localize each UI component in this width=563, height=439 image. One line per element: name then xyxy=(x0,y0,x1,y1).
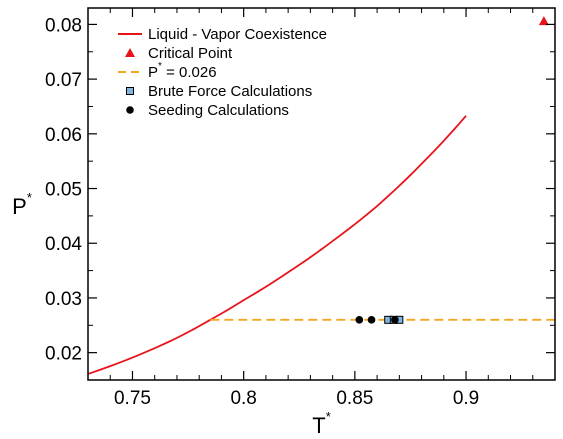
y-tick-label: 0.03 xyxy=(45,289,82,310)
coexistence-curve xyxy=(87,115,467,375)
x-tick-label: 0.9 xyxy=(453,388,479,409)
legend-label: Critical Point xyxy=(148,45,233,62)
seeding-point xyxy=(367,316,376,324)
legend-swatch-brute-force xyxy=(126,87,134,95)
x-axis-label-superscript: * xyxy=(326,409,331,424)
legend-label: P* = 0.026 xyxy=(148,61,217,81)
x-axis-label-text: T xyxy=(312,413,325,438)
legend: Liquid - Vapor Coexistence Critical Point… xyxy=(118,26,327,119)
legend-label-superscript: * xyxy=(158,61,162,72)
legend-label-rest: = 0.026 xyxy=(162,64,217,81)
seeding-point xyxy=(391,316,399,324)
legend-label: Liquid - Vapor Coexistence xyxy=(148,26,327,43)
legend-swatch-critical xyxy=(125,48,135,57)
y-axis-label-superscript: * xyxy=(27,190,32,205)
y-axis-label: P* xyxy=(12,190,32,219)
plot-layer xyxy=(87,16,555,375)
x-axis-label: T* xyxy=(312,409,331,438)
x-tick-label: 0.8 xyxy=(230,388,256,409)
legend-label: Seeding Calculations xyxy=(148,102,289,119)
x-tick-label: 0.75 xyxy=(114,388,151,409)
legend-swatch-seeding xyxy=(126,106,134,114)
y-axis-label-text: P xyxy=(12,194,27,219)
y-tick-label: 0.04 xyxy=(45,234,82,255)
ticks-layer: 0.75 0.8 0.85 0.9 0.02 0.03 0.04 0.05 0.06 0.07 0.… xyxy=(45,8,556,409)
legend-label-main: P xyxy=(148,64,158,81)
seeding-point xyxy=(355,316,364,324)
y-tick-label: 0.08 xyxy=(45,15,82,36)
y-tick-label: 0.06 xyxy=(45,125,82,146)
plot-frame xyxy=(87,7,556,381)
y-tick-label: 0.05 xyxy=(45,180,82,201)
y-tick-label: 0.07 xyxy=(45,70,82,91)
critical-point-marker xyxy=(538,16,549,26)
x-tick-label: 0.85 xyxy=(336,388,373,409)
legend-label: Brute Force Calculations xyxy=(148,83,312,100)
y-tick-label: 0.02 xyxy=(45,344,82,365)
